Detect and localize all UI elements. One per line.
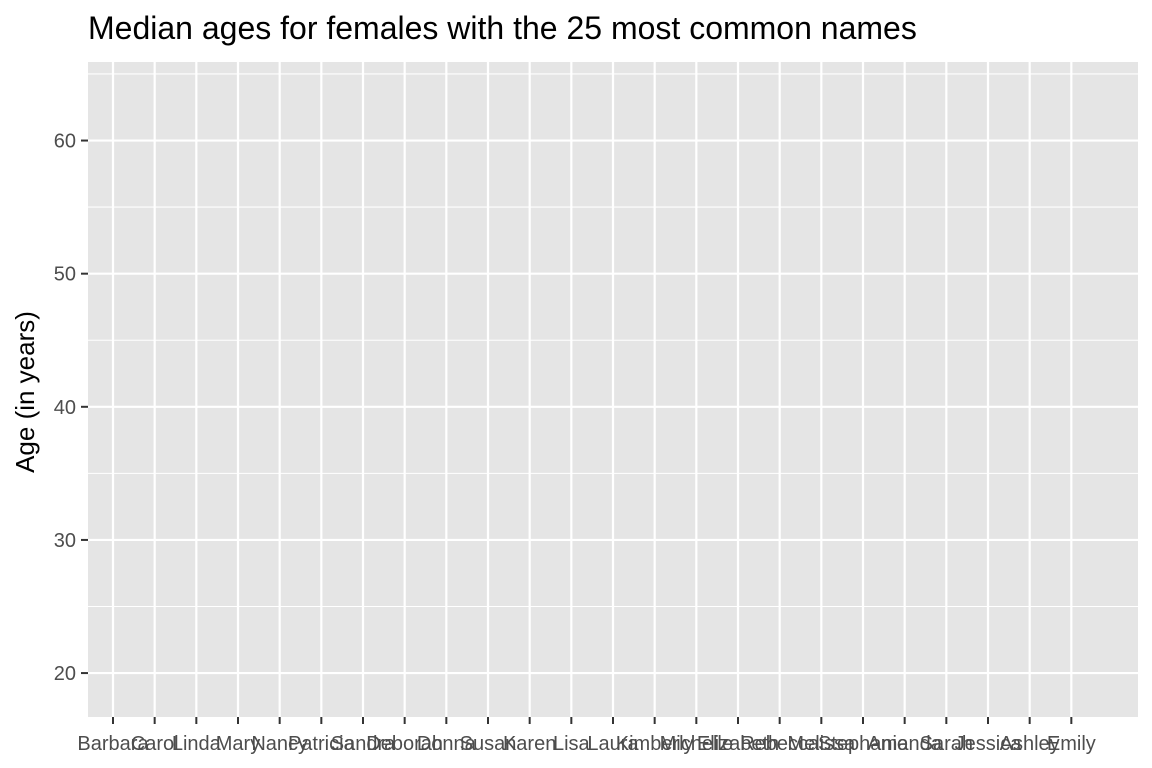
x-tick-label: Stephanie xyxy=(818,733,908,755)
y-tick-label: 30 xyxy=(54,530,76,552)
x-tick-label: Rebecca xyxy=(740,733,820,755)
x-tick-label: Sandra xyxy=(331,733,396,755)
x-tick-label: Carol xyxy=(131,733,179,755)
y-tick-label: 40 xyxy=(54,397,76,419)
x-tick-label: Patricia xyxy=(288,733,356,755)
x-tick-label: Michelle xyxy=(660,733,733,755)
x-tick-label: Susan xyxy=(460,733,517,755)
x-tick-label: Nancy xyxy=(251,733,308,755)
y-axis: 20 30 40 50 60 xyxy=(54,131,88,685)
x-tick-label: Donna xyxy=(417,733,477,755)
x-tick-label: Barbara xyxy=(77,733,149,755)
x-tick-label: Amanda xyxy=(867,733,942,755)
x-tick-label: Elizabeth xyxy=(697,733,779,755)
y-tick-label: 50 xyxy=(54,264,76,286)
x-tick-label: Ashley xyxy=(1000,733,1060,755)
x-tick-label: Sarah xyxy=(920,733,973,755)
x-axis: BarbaraCarolLindaMaryNancyPatriciaSandra… xyxy=(77,717,1096,755)
x-tick-label: Kimberly xyxy=(616,733,694,755)
x-tick-label: Karen xyxy=(503,733,556,755)
x-tick-label: Linda xyxy=(172,733,222,755)
y-axis-label: Age (in years) xyxy=(10,311,40,473)
x-tick-label: Lisa xyxy=(553,733,591,755)
x-tick-label: Emily xyxy=(1047,733,1096,755)
x-tick-label: Mary xyxy=(216,733,260,755)
x-tick-label: Deborah xyxy=(366,733,443,755)
x-tick-label: Laura xyxy=(587,733,639,755)
y-tick-label: 20 xyxy=(54,663,76,685)
chart-title: Median ages for females with the 25 most… xyxy=(88,10,917,46)
x-tick-label: Melissa xyxy=(787,733,856,755)
y-tick-label: 60 xyxy=(54,131,76,153)
x-tick-label: Jessica xyxy=(955,733,1023,755)
major-gridlines-x xyxy=(111,62,1073,717)
